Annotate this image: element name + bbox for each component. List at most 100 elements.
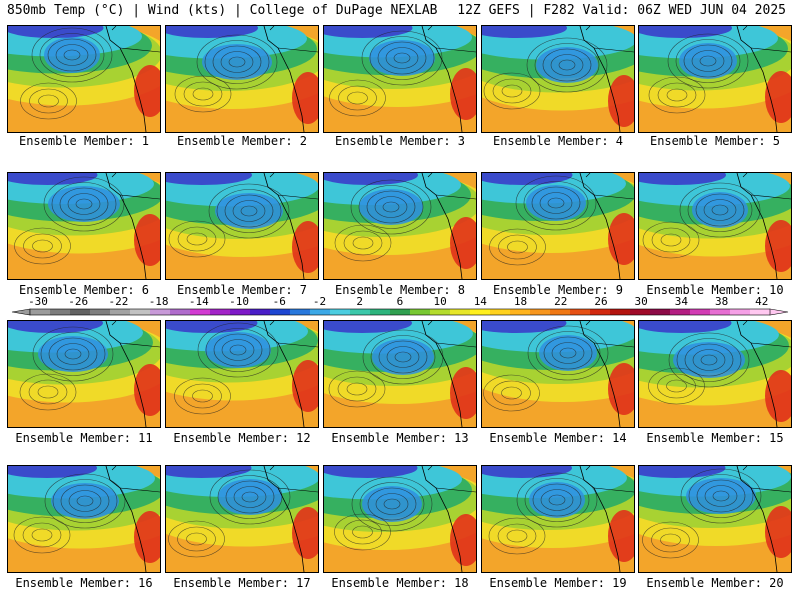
header-title-right: 12Z GEFS | F282 Valid: 06Z WED JUN 04 20…: [457, 3, 786, 18]
colorbar-swatch: [370, 309, 391, 315]
ensemble-member-caption: Ensemble Member: 6: [18, 283, 150, 297]
ensemble-member-caption: Ensemble Member: 1: [18, 134, 150, 148]
colorbar-swatch: [490, 309, 511, 315]
header-title-left: 850mb Temp (°C) | Wind (kts) | College o…: [7, 3, 438, 18]
colorbar-tick-label: -22: [108, 296, 128, 308]
ensemble-map-panel: [165, 465, 319, 573]
ensemble-member-caption: Ensemble Member: 7: [176, 283, 308, 297]
colorbar-swatch: [670, 309, 691, 315]
ensemble-member-caption: Ensemble Member: 2: [176, 134, 308, 148]
ensemble-member-caption: Ensemble Member: 18: [331, 576, 469, 590]
temperature-colorbar: -30 -26 -22 -18 -14 -10 -6 -2 2 6 10 14 18 22 26 30 34 38…: [11, 296, 789, 316]
colorbar-swatch: [350, 309, 371, 315]
colorbar-swatch: [390, 309, 411, 315]
colorbar-tick-label: -10: [229, 296, 249, 308]
ensemble-map-panel: [638, 25, 792, 133]
ensemble-member-caption: Ensemble Member: 13: [331, 431, 469, 445]
colorbar-swatch: [630, 309, 651, 315]
ensemble-member-caption: Ensemble Member: 14: [489, 431, 627, 445]
ensemble-member-caption: Ensemble Member: 17: [173, 576, 311, 590]
ensemble-map-panel: [481, 320, 635, 428]
ensemble-member-caption: Ensemble Member: 20: [646, 576, 784, 590]
colorbar-swatch: [650, 309, 671, 315]
ensemble-map-panel: [165, 172, 319, 280]
ensemble-member-caption: Ensemble Member: 8: [334, 283, 466, 297]
colorbar-tick-label: 22: [554, 296, 567, 308]
colorbar-tick-label: 30: [635, 296, 648, 308]
ensemble-map-panel: [481, 465, 635, 573]
ensemble-member-caption: Ensemble Member: 12: [173, 431, 311, 445]
colorbar-tick-label: -14: [189, 296, 209, 308]
colorbar-tick-label: -30: [28, 296, 48, 308]
ensemble-map-panel: [638, 465, 792, 573]
ensemble-map-panel: [638, 172, 792, 280]
colorbar-tick-label: -26: [68, 296, 88, 308]
ensemble-map-panel: [7, 465, 161, 573]
ensemble-map-panel: [165, 25, 319, 133]
ensemble-member-caption: Ensemble Member: 4: [492, 134, 624, 148]
colorbar-swatch: [70, 309, 91, 315]
colorbar-swatch: [730, 309, 751, 315]
colorbar-swatch: [510, 309, 531, 315]
colorbar-tick-label: 14: [474, 296, 488, 308]
ensemble-map-panel: [323, 172, 477, 280]
colorbar-swatch: [570, 309, 591, 315]
ensemble-map-panel: [323, 465, 477, 573]
colorbar-swatch: [530, 309, 551, 315]
colorbar-swatch: [50, 309, 71, 315]
colorbar-swatch: [130, 309, 151, 315]
colorbar-tick-label: -18: [149, 296, 169, 308]
colorbar-swatch: [250, 309, 271, 315]
ensemble-member-caption: Ensemble Member: 9: [492, 283, 624, 297]
colorbar-swatch: [310, 309, 331, 315]
colorbar-right-arrow: [769, 308, 789, 316]
colorbar-swatch: [230, 309, 251, 315]
ensemble-map-panel: [323, 320, 477, 428]
colorbar-tick-label: 34: [675, 296, 689, 308]
colorbar-tick-label: 42: [755, 296, 768, 308]
colorbar-swatch: [330, 309, 351, 315]
ensemble-member-caption: Ensemble Member: 16: [15, 576, 153, 590]
ensemble-map-panel: [481, 25, 635, 133]
colorbar-tick-label: 18: [514, 296, 527, 308]
colorbar-swatch: [430, 309, 451, 315]
ensemble-map-panel: [638, 320, 792, 428]
colorbar-swatch: [750, 309, 771, 315]
colorbar-tick-label: 6: [397, 296, 404, 308]
colorbar-tick-label: 38: [715, 296, 728, 308]
colorbar-swatch: [690, 309, 711, 315]
ensemble-member-caption: Ensemble Member: 5: [649, 134, 781, 148]
colorbar-swatch: [30, 309, 51, 315]
colorbar-swatch: [710, 309, 731, 315]
colorbar-swatch: [270, 309, 291, 315]
ensemble-member-caption: Ensemble Member: 11: [15, 431, 153, 445]
colorbar-swatch: [590, 309, 611, 315]
colorbar-tick-label: 2: [356, 296, 363, 308]
colorbar-swatch: [610, 309, 631, 315]
ensemble-member-caption: Ensemble Member: 3: [334, 134, 466, 148]
colorbar-swatch: [290, 309, 311, 315]
colorbar-swatch: [90, 309, 111, 315]
colorbar-swatch: [470, 309, 491, 315]
colorbar-tick-label: 10: [433, 296, 446, 308]
colorbar-swatch: [110, 309, 131, 315]
ensemble-map-panel: [323, 25, 477, 133]
ensemble-map-panel: [481, 172, 635, 280]
colorbar-swatch: [410, 309, 431, 315]
ensemble-member-caption: Ensemble Member: 10: [646, 283, 784, 297]
ensemble-member-caption: Ensemble Member: 15: [646, 431, 784, 445]
colorbar-swatch: [550, 309, 571, 315]
colorbar-tick-label: -6: [273, 296, 286, 308]
colorbar-swatch: [150, 309, 171, 315]
colorbar-tick-label: -2: [313, 296, 326, 308]
ensemble-map-panel: [165, 320, 319, 428]
ensemble-map-panel: [7, 172, 161, 280]
colorbar-swatch: [210, 309, 231, 315]
colorbar-swatch: [190, 309, 211, 315]
ensemble-member-caption: Ensemble Member: 19: [489, 576, 627, 590]
ensemble-map-panel: [7, 25, 161, 133]
colorbar-left-arrow: [11, 308, 31, 316]
colorbar-swatch: [170, 309, 191, 315]
ensemble-map-panel: [7, 320, 161, 428]
